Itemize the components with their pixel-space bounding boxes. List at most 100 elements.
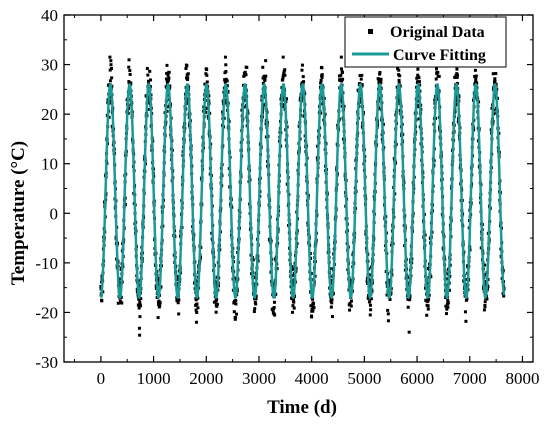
original-data-point — [426, 285, 430, 289]
x-tick-label: 1000 — [137, 369, 171, 388]
original-data-point — [455, 81, 459, 85]
original-data-point — [165, 109, 169, 113]
original-data-point — [341, 77, 345, 81]
original-data-point — [406, 305, 410, 309]
original-data-point — [186, 72, 190, 76]
original-data-point — [264, 59, 268, 63]
original-data-point — [407, 330, 411, 334]
original-data-point — [100, 299, 104, 303]
original-data-point — [397, 68, 401, 72]
original-data-point — [195, 302, 199, 306]
original-data-point — [214, 282, 218, 286]
original-data-point — [264, 74, 268, 78]
x-tick-label: 5000 — [347, 369, 381, 388]
original-data-point — [158, 304, 162, 308]
original-data-point — [369, 308, 373, 312]
original-data-point — [320, 73, 324, 77]
original-data-point — [396, 67, 400, 71]
original-data-point — [379, 81, 383, 85]
original-data-point — [320, 66, 324, 70]
original-data-point — [282, 71, 286, 75]
original-data-point — [368, 300, 372, 304]
original-data-point — [386, 308, 390, 312]
original-data-point — [158, 301, 162, 305]
original-data-point — [234, 298, 238, 302]
original-data-point — [444, 304, 448, 308]
original-data-point — [292, 300, 296, 304]
original-data-point — [281, 55, 285, 59]
original-data-point — [329, 305, 333, 309]
original-data-point — [203, 82, 207, 86]
original-data-point — [475, 81, 479, 85]
y-tick-label: -30 — [35, 353, 58, 372]
original-data-point — [456, 73, 460, 77]
original-data-point — [281, 78, 285, 82]
x-tick-label: 4000 — [295, 369, 329, 388]
original-data-point — [137, 297, 141, 301]
original-data-point — [273, 313, 277, 317]
original-data-point — [446, 300, 450, 304]
original-data-point — [426, 304, 430, 308]
original-data-point — [291, 304, 295, 308]
original-data-point — [215, 297, 219, 301]
original-data-point — [283, 68, 287, 72]
original-data-point — [300, 63, 304, 67]
legend-original-marker — [368, 29, 373, 34]
original-data-point — [309, 304, 313, 308]
original-data-point — [215, 302, 219, 306]
original-data-point — [302, 80, 306, 84]
original-data-point — [184, 67, 188, 70]
original-data-point — [109, 59, 113, 63]
original-data-point — [379, 77, 383, 81]
original-data-point — [415, 76, 419, 80]
original-data-point — [319, 81, 323, 85]
original-data-point — [253, 300, 257, 304]
original-data-point — [453, 75, 457, 79]
original-data-point — [301, 75, 305, 79]
original-data-point — [186, 76, 190, 80]
original-data-point — [339, 99, 343, 103]
original-data-point — [165, 63, 169, 67]
original-data-point — [445, 277, 449, 281]
original-data-point — [234, 302, 238, 306]
original-data-point — [444, 312, 448, 316]
original-data-point — [330, 315, 334, 319]
original-data-point — [445, 307, 449, 311]
original-data-point — [473, 74, 477, 78]
original-data-point — [243, 98, 247, 102]
original-data-point — [378, 72, 382, 76]
original-data-point — [340, 67, 343, 71]
original-data-point — [214, 310, 218, 314]
original-data-point — [474, 74, 478, 78]
original-data-point — [110, 76, 114, 80]
legend: Original Data Curve Fitting — [344, 16, 507, 68]
original-data-point — [166, 73, 170, 77]
y-tick-label: -20 — [35, 303, 58, 322]
original-data-point — [138, 333, 142, 337]
legend-fit-label: Curve Fitting — [393, 47, 486, 64]
original-data-point — [311, 309, 315, 313]
original-data-point — [330, 301, 334, 305]
original-data-point — [493, 77, 497, 81]
original-data-point — [281, 76, 285, 80]
original-data-point — [282, 96, 286, 100]
original-data-point — [232, 310, 236, 314]
original-data-point — [175, 299, 179, 303]
original-data-point — [157, 299, 161, 303]
original-data-point — [454, 99, 458, 103]
original-data-point — [281, 104, 285, 108]
original-data-point — [272, 300, 276, 304]
original-data-point — [378, 70, 382, 74]
original-data-point — [310, 315, 314, 319]
legend-box — [344, 16, 507, 68]
original-data-point — [494, 72, 498, 76]
original-data-point — [360, 83, 364, 87]
original-data-point — [284, 97, 288, 101]
original-data-point — [205, 80, 209, 84]
original-data-point — [282, 103, 286, 107]
original-data-point — [291, 273, 295, 277]
original-data-point — [474, 77, 478, 81]
original-data-point — [491, 72, 495, 76]
original-data-point — [397, 81, 401, 85]
original-data-point — [166, 79, 170, 83]
